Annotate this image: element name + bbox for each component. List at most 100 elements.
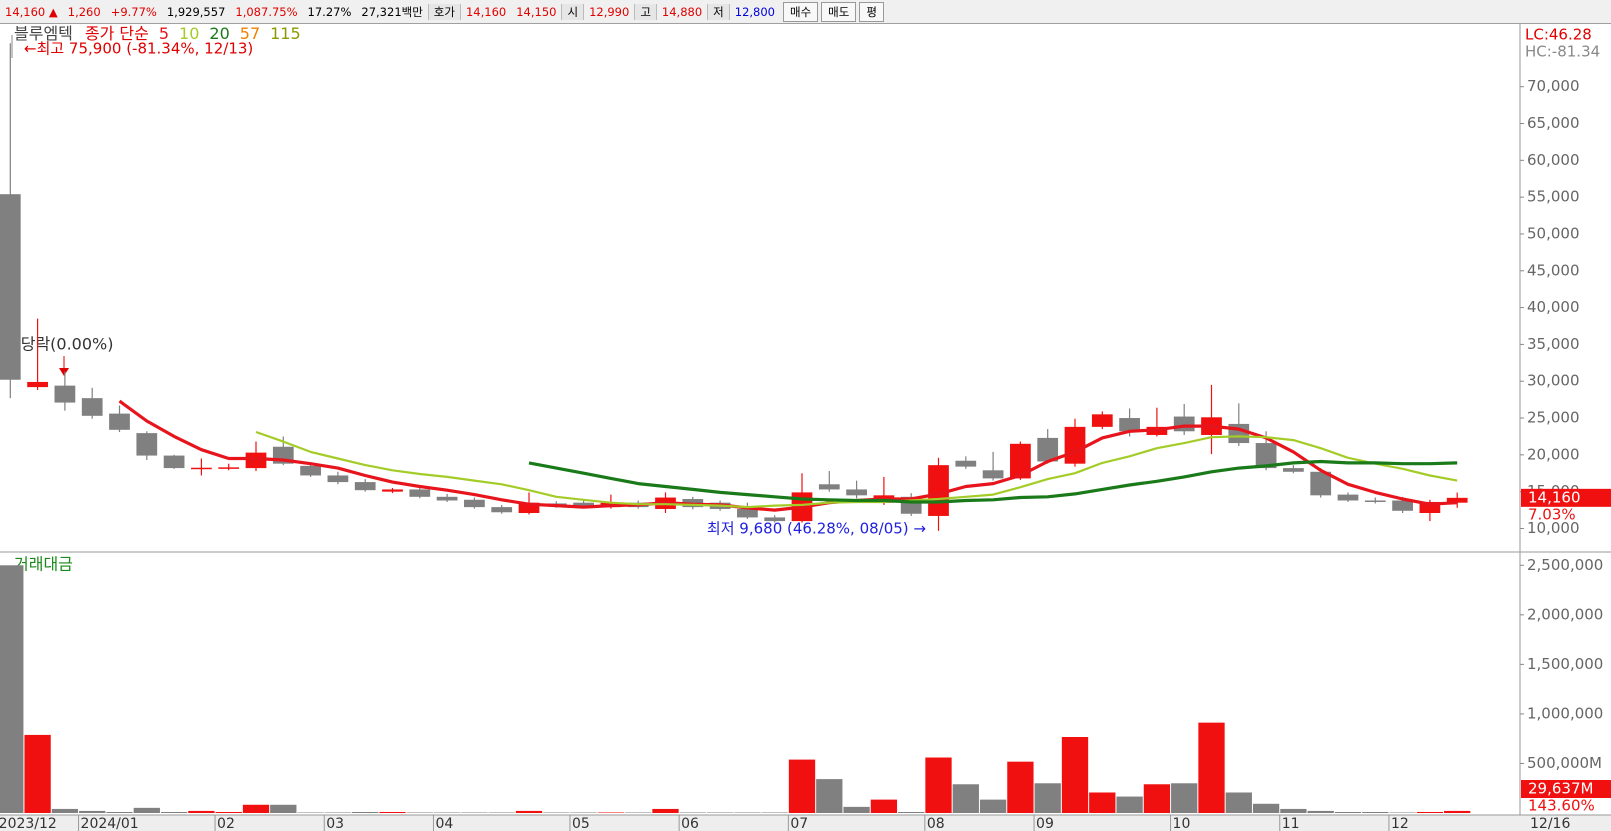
legend-entry: 57 [240,24,260,43]
candle-body [1283,468,1304,472]
volume-bar [1334,812,1362,813]
volume-bar [0,565,24,813]
legend: 블루엠텍 종가 단순 5 10 20 57 115 [14,24,301,43]
candle-body [846,489,867,496]
date-axis-bg [0,815,1611,831]
volume-bar [870,799,898,813]
volume-bar [952,784,979,813]
y-tick-label: 65,000 [1527,114,1580,132]
candle-body [1064,426,1086,464]
candle-body [409,489,431,497]
volume-bar [1252,803,1280,813]
x-tick-label: 08 [927,816,945,831]
quote-field: 14,160 [465,4,507,19]
dividend-arrow-head [59,368,69,376]
y-tick-label: 35,000 [1527,335,1580,353]
volume-bar [215,812,242,813]
y-tick-label: 70,000 [1527,77,1580,95]
candle-body [955,460,977,467]
candle-body [982,470,1004,479]
lc-label: LC:46.28 [1525,26,1592,44]
hc-label: HC:-81.34 [1525,43,1600,61]
legend-entry: 20 [209,24,229,43]
volume-bar [1034,783,1061,813]
quote-field: 시 [561,3,585,20]
candle-body [764,517,786,522]
y-tick-label: 60,000 [1527,151,1580,169]
volume-bar [979,799,1007,813]
volume-bar [1444,810,1471,813]
low-annotation: 최저 9,680 (46.28%, 08/05) → [707,520,926,538]
y-tick-label: 2,000,000 [1527,605,1603,623]
y-tick-label: 25,000 [1527,409,1580,427]
y-tick-label: 1,500,000 [1527,655,1603,673]
candle-body [354,482,376,491]
volume-bar [1143,784,1171,813]
y-tick-label: 50,000 [1527,224,1580,242]
y-tick-label: 40,000 [1527,298,1580,316]
volume-bar [652,808,679,813]
last-price-box [1521,488,1611,507]
legend-subtitle: 종가 단순 [85,24,149,43]
volume-bar [1198,722,1225,813]
volume-bar [188,810,215,813]
candle-body [1255,443,1277,469]
quote-field: 27,321백만 [361,4,423,19]
candle-body [1392,500,1413,511]
order-button[interactable]: 매도 [821,1,857,22]
volume-bar [24,734,51,813]
candle-body [327,475,349,483]
candle-body [1173,416,1195,432]
quote-field: 12,800 [734,4,775,19]
quote-bar: 14,160 ▲ 1,260 +9.77% 1,929,557 1,087.75% 17.… [0,0,1611,24]
volume-bar [788,759,816,813]
y-tick-label: 500,000M [1527,754,1602,772]
quote-field: 1,929,557 [166,4,226,19]
volume-bar [1007,761,1034,813]
x-tick-label: 05 [572,816,590,831]
y-tick-label: 20,000 [1527,445,1580,463]
volume-bar [1416,812,1444,813]
volume-bar [79,810,106,813]
last-volume-box [1521,780,1611,798]
candle-body [81,398,103,416]
x-tick-label: 10 [1173,816,1191,831]
volume-bar [1089,792,1116,813]
volume-bar [379,812,406,813]
volume-bar [270,804,297,813]
quote-field: 14,150 [516,4,557,19]
volume-bar [160,812,188,813]
volume-bar [1171,783,1198,813]
candle-body [464,499,485,508]
x-tick-label: 09 [1036,816,1054,831]
quote-field: 저 [707,3,730,20]
candle-body [1091,414,1113,427]
candle-body [737,508,758,518]
moving-average [118,399,1458,512]
quote-field: +9.77% [110,4,157,19]
volume-bar [1061,737,1089,813]
order-button[interactable]: 평 [859,1,884,22]
y-tick-label: 10,000 [1527,519,1580,537]
dividend-annotation: 배당락(0.00%) [6,335,113,354]
x-tick-label: 03 [326,816,344,831]
quote-field: 14,880 [661,4,703,19]
volume-bar [816,779,843,813]
candle-body [1446,497,1468,503]
volume-bar [352,812,379,813]
x-tick-label: 2024/01 [81,816,139,831]
order-button[interactable]: 매수 [783,1,819,22]
volume-bar [1307,810,1334,813]
candle-body [1010,443,1031,479]
quote-field: 1,087.75% [235,4,298,19]
candle-body [818,484,840,490]
volume-bar [1225,792,1252,813]
volume-bar [515,810,543,813]
volume-bar [843,806,870,813]
last-volume: 29,637M [1528,780,1593,798]
last-change: 7.03% [1528,505,1576,523]
legend-entry: 115 [270,24,301,43]
candle-body [1119,418,1140,432]
x-tick-label: 06 [681,816,699,831]
